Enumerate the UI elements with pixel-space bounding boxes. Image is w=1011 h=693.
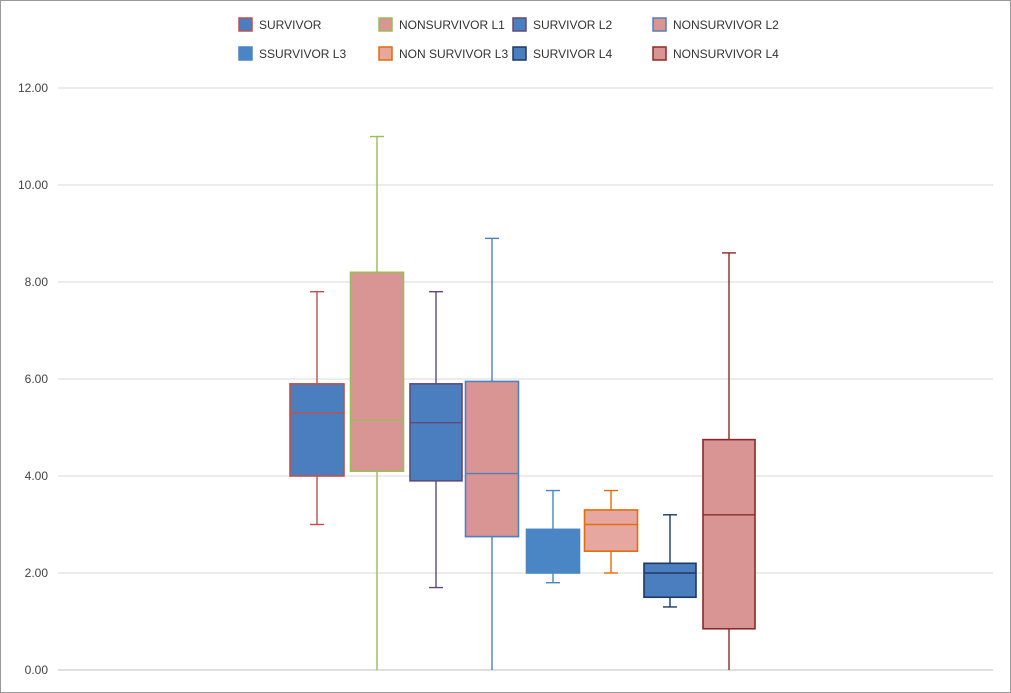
legend-item: SSURVIVOR L3 <box>238 46 346 61</box>
legend-item: NONSURVIVOR L4 <box>652 46 779 61</box>
legend-item: NON SURVIVOR L3 <box>378 46 508 61</box>
box-body <box>289 383 345 477</box>
box-survivor-l2 <box>409 291 463 589</box>
legend-item: SURVIVOR L2 <box>512 17 612 32</box>
box-body <box>583 509 639 552</box>
y-tick-label: 4.00 <box>25 469 49 483</box>
legend-swatch <box>512 17 527 32</box>
legend-item: SURVIVOR <box>238 17 322 32</box>
legend-item: NONSURVIVOR L2 <box>652 17 779 32</box>
box-survivor-l4 <box>643 514 697 608</box>
legend-label: SURVIVOR L4 <box>533 47 612 61</box>
legend-swatch <box>378 46 393 61</box>
legend-label: SSURVIVOR L3 <box>259 47 346 61</box>
gridlines <box>58 87 993 671</box>
box-survivor <box>289 291 345 526</box>
legend-swatch <box>238 46 253 61</box>
box-body <box>643 562 697 599</box>
legend-label: NONSURVIVOR L4 <box>673 47 779 61</box>
y-tick-label: 8.00 <box>25 275 49 289</box>
y-tick-label: 12.00 <box>18 81 48 95</box>
legend: SURVIVOR NONSURVIVOR L1 SURVIVOR L2 NONSURV… <box>238 17 779 61</box>
box-body <box>464 380 520 538</box>
legend-swatch <box>652 46 667 61</box>
y-tick-label: 0.00 <box>25 663 49 677</box>
y-tick-label: 6.00 <box>25 372 49 386</box>
legend-label: SURVIVOR L2 <box>533 18 612 32</box>
legend-item: NONSURVIVOR L1 <box>378 17 505 32</box>
box-body <box>349 271 405 472</box>
legend-label: SURVIVOR <box>259 18 322 32</box>
box-nonsurvivor-l1 <box>349 135 405 670</box>
legend-item: SURVIVOR L4 <box>512 46 612 61</box>
y-axis-tick-labels: 0.00 2.00 4.00 6.00 8.00 10.00 12.00 <box>18 81 48 677</box>
y-tick-label: 10.00 <box>18 178 48 192</box>
box-ssurvivor-l3 <box>525 489 581 584</box>
legend-label: NON SURVIVOR L3 <box>399 47 508 61</box>
legend-swatch <box>652 17 667 32</box>
boxes <box>289 135 756 670</box>
legend-swatch <box>238 17 253 32</box>
box-non-survivor-l3 <box>583 489 639 574</box>
box-body <box>409 383 463 482</box>
y-tick-label: 2.00 <box>25 566 49 580</box>
legend-swatch <box>378 17 393 32</box>
box-body <box>702 438 756 630</box>
legend-label: NONSURVIVOR L1 <box>399 18 505 32</box>
legend-label: NONSURVIVOR L2 <box>673 18 779 32</box>
legend-swatch <box>512 46 527 61</box>
box-nonsurvivor-l4 <box>702 252 756 670</box>
box-body <box>525 528 581 574</box>
box-nonsurvivor-l2 <box>464 237 520 670</box>
